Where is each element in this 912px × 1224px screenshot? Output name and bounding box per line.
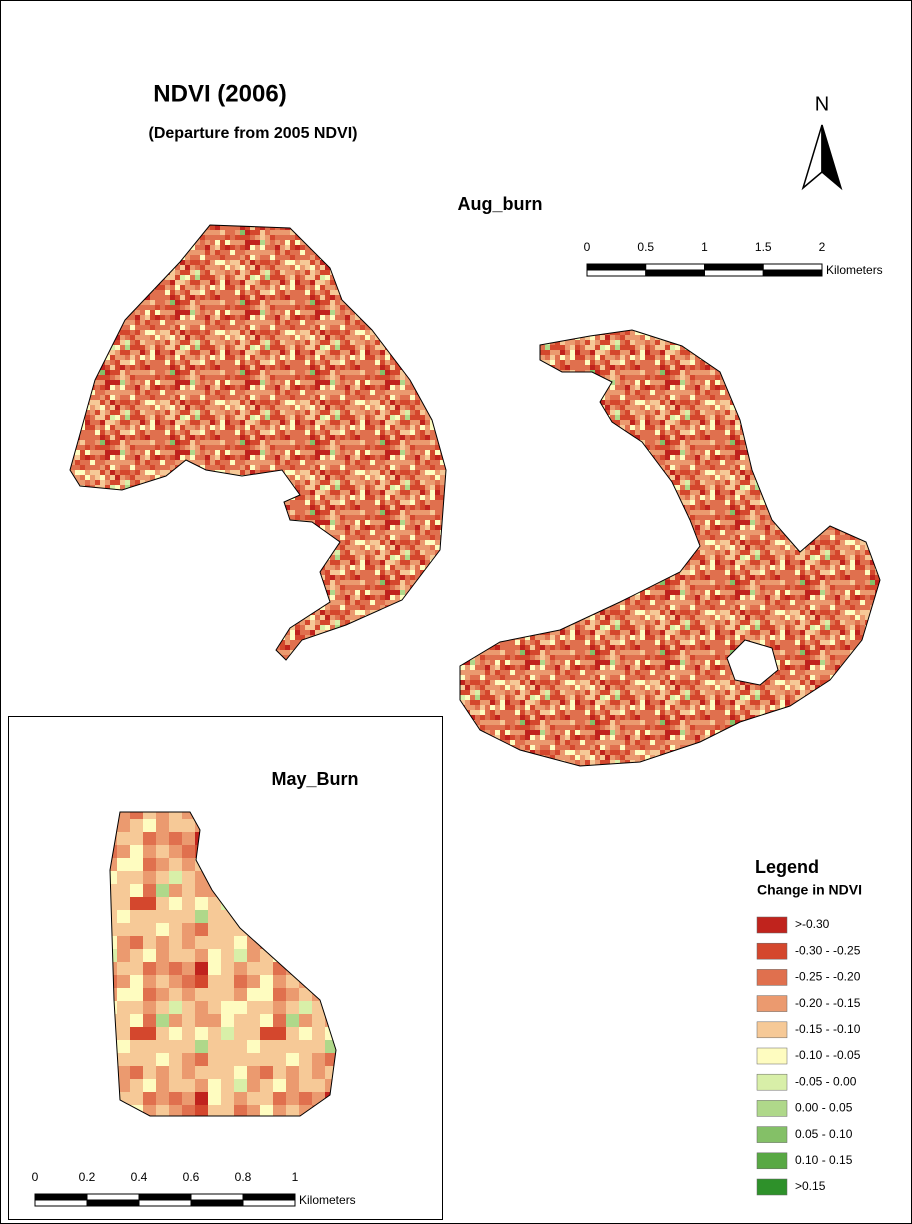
legend-label: -0.30 - -0.25 xyxy=(795,943,861,957)
legend-label: 0.10 - 0.15 xyxy=(795,1153,853,1167)
legend-label: >-0.30 xyxy=(795,917,830,931)
scale-tick-label: 0.5 xyxy=(637,240,654,254)
scale-tick-label: 1 xyxy=(701,240,708,254)
scale-tick-label: 1 xyxy=(292,1170,299,1184)
legend-label: -0.20 - -0.15 xyxy=(795,996,861,1010)
aug-burn-east xyxy=(459,329,881,767)
scale-tick-label: 0 xyxy=(584,240,591,254)
legend-swatch xyxy=(756,1100,788,1117)
legend-swatch xyxy=(756,1178,788,1196)
scale-tick-label: 0 xyxy=(32,1170,39,1184)
legend-label: -0.15 - -0.10 xyxy=(795,1022,861,1036)
legend: Legend Change in NDVI >-0.30 -0.30 - -0.2… xyxy=(755,857,862,1196)
scale-segment xyxy=(190,1199,244,1207)
scale-segment xyxy=(586,263,647,271)
legend-label: -0.25 - -0.20 xyxy=(795,970,861,984)
title: NDVI (2006) xyxy=(153,80,286,107)
legend-swatch xyxy=(756,1021,788,1039)
scale-segment xyxy=(762,263,823,271)
scale-unit: Kilometers xyxy=(299,1193,356,1207)
legend-swatch xyxy=(756,995,788,1012)
scale-segment xyxy=(645,263,705,271)
north-label: N xyxy=(815,93,829,115)
scale-tick-label: 0.4 xyxy=(131,1170,148,1184)
legend-swatch xyxy=(756,1073,788,1091)
scale-segment xyxy=(242,1199,296,1207)
area-label: May_Burn xyxy=(271,769,358,789)
scale-segment xyxy=(242,1193,296,1201)
scale-segment xyxy=(645,269,705,277)
legend-label: >0.15 xyxy=(795,1179,826,1193)
legend-swatch xyxy=(756,942,788,960)
legend-swatch xyxy=(756,916,788,934)
scale-segment xyxy=(34,1199,88,1207)
north-arrow-right xyxy=(821,124,843,191)
legend-label: -0.05 - 0.00 xyxy=(795,1074,857,1088)
legend-label: 0.05 - 0.10 xyxy=(795,1127,853,1141)
scale-segment xyxy=(138,1199,192,1207)
scale-tick-label: 0.6 xyxy=(183,1170,200,1184)
legend-label: -0.10 - -0.05 xyxy=(795,1048,861,1062)
scale-segment xyxy=(86,1193,140,1201)
subtitle: (Departure from 2005 NDVI) xyxy=(149,125,358,142)
scale-segment xyxy=(762,269,823,277)
legend-label: 0.00 - 0.05 xyxy=(795,1101,853,1115)
may-burn xyxy=(109,811,337,1117)
scale-unit: Kilometers xyxy=(826,263,883,277)
legend-swatch xyxy=(756,1152,788,1170)
legend-subtitle: Change in NDVI xyxy=(757,882,862,898)
scale-tick-label: 1.5 xyxy=(755,240,772,254)
scale-segment xyxy=(704,263,764,271)
scale-segment xyxy=(86,1199,140,1207)
aug-burn-west xyxy=(69,224,447,661)
legend-swatch xyxy=(756,969,788,986)
scale-segment xyxy=(34,1193,88,1201)
scale-tick-label: 0.8 xyxy=(235,1170,252,1184)
legend-swatch xyxy=(756,1047,788,1065)
scale-segment xyxy=(586,269,647,277)
legend-title: Legend xyxy=(755,857,819,877)
scale-tick-label: 0.2 xyxy=(79,1170,96,1184)
scale-segment xyxy=(704,269,764,277)
area-label: Aug_burn xyxy=(458,194,543,214)
scale-segment xyxy=(190,1193,244,1201)
legend-swatch xyxy=(756,1126,788,1143)
scale-tick-label: 2 xyxy=(819,240,826,254)
scale-segment xyxy=(138,1193,192,1201)
